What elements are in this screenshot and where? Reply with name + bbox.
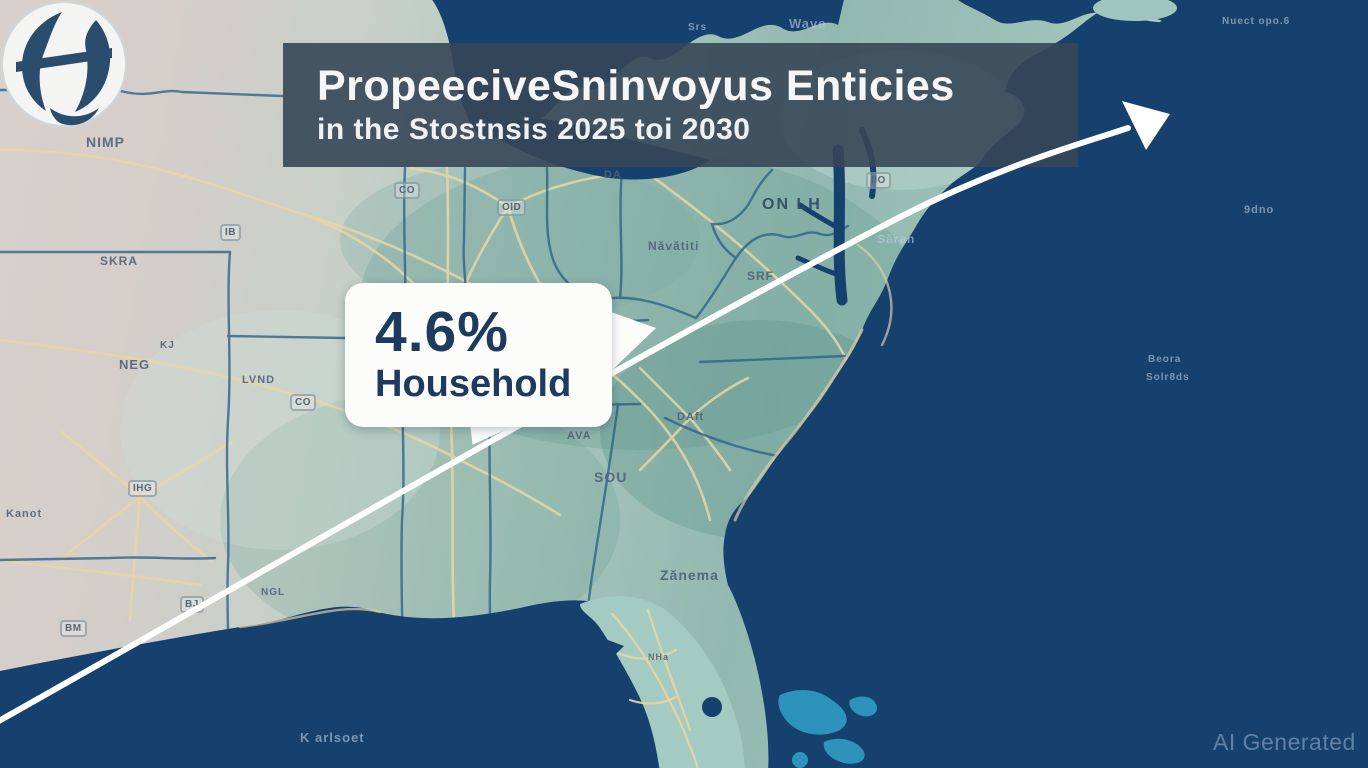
map-label: NHa — [648, 652, 670, 662]
map-label: SRF — [747, 269, 774, 283]
map-label: Kanot — [6, 508, 43, 520]
ocean-label: Beora — [1148, 354, 1182, 365]
map-label: Năvătiti — [648, 239, 700, 253]
title-banner: PropeeciveSninvoyus Enticies in the Stos… — [283, 43, 1078, 167]
ai-generated-watermark: AI Generated — [1213, 729, 1356, 755]
ocean-label: K arlsoet — [300, 730, 365, 745]
road-badge: IB — [220, 224, 241, 241]
ocean-label: 9dno — [1244, 204, 1275, 216]
ocean-label: Solr8ds — [1146, 372, 1190, 383]
map-label: SKRA — [100, 254, 139, 268]
title-line-2: in the Stostnsis 2025 toi 2030 — [317, 113, 751, 147]
map-label: AVA — [567, 430, 592, 442]
stat-value: 4.6% — [375, 299, 509, 364]
map-label: ON LH — [762, 196, 822, 213]
callout-pointer-right — [608, 311, 656, 374]
map-label: Zănema — [660, 567, 719, 583]
cape-top-right — [1093, 0, 1177, 21]
ocean-label: Săran — [877, 232, 916, 246]
ocean-label: Srs — [688, 22, 708, 33]
road-badge: CO — [290, 394, 316, 411]
abstract-globe-logo-icon — [1, 1, 127, 127]
road-badge: IIO — [866, 172, 891, 189]
title-line-1: PropeeciveSninvoyus Enticies — [317, 61, 955, 110]
road-badge: OID — [497, 199, 527, 216]
map-label: NGL — [261, 587, 286, 598]
map-label: NEG — [119, 357, 151, 372]
map-label: DA — [604, 169, 622, 181]
road-badge: BJ — [180, 596, 204, 613]
ocean-label: Nuect opo.6 — [1222, 16, 1291, 27]
map-label: NIMP — [86, 134, 125, 150]
map-label: DAft — [677, 411, 705, 423]
map-label: SOU — [594, 469, 628, 485]
ocean-label: Wave — [789, 16, 827, 31]
stat-callout: 4.6% Household — [345, 283, 612, 427]
road-badge: CO — [394, 182, 420, 199]
stat-label: Household — [375, 362, 572, 405]
road-badge: BM — [60, 620, 87, 637]
map-label: LVND — [242, 374, 276, 386]
map-label: KJ — [160, 340, 175, 351]
road-badge: IHG — [128, 480, 158, 497]
